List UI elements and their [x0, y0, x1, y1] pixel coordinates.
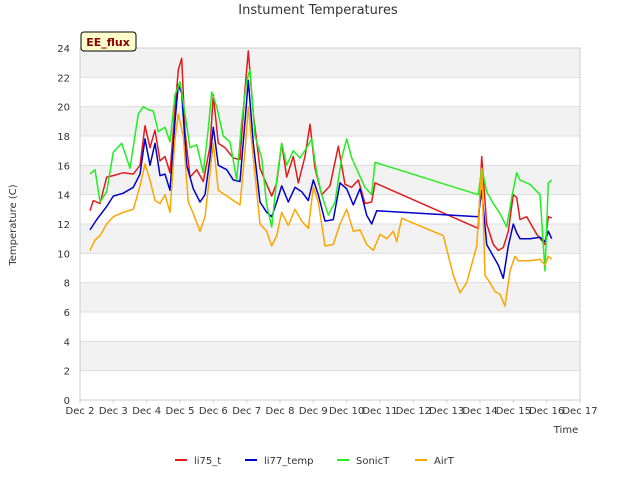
band-20-22	[80, 77, 580, 107]
legend-label-SonicT: SonicT	[356, 456, 390, 467]
x-tick-label-11: Dec 11	[362, 406, 397, 417]
y-tick-label-4: 4	[64, 337, 70, 348]
y-tick-label-22: 22	[57, 73, 70, 84]
y-axis-title: Temperature (C)	[8, 184, 19, 266]
x-tick-label-15: Dec 15	[496, 406, 531, 417]
x-tick-label-9: Dec 9	[299, 406, 328, 417]
y-tick-label-8: 8	[64, 279, 70, 290]
plot-background-bands	[80, 48, 580, 400]
band-14-16	[80, 165, 580, 195]
y-tick-label-18: 18	[57, 132, 70, 143]
series-lines	[89, 50, 553, 307]
x-tick-label-7: Dec 7	[232, 406, 261, 417]
band-4-6	[80, 312, 580, 342]
series-line-li75_t	[89, 50, 552, 252]
series-line-SonicT	[89, 69, 553, 272]
x-tick-label-14: Dec 14	[462, 406, 497, 417]
x-tick-label-2: Dec 2	[66, 406, 95, 417]
y-tick-label-10: 10	[57, 249, 70, 260]
x-tick-label-17: Dec 17	[562, 406, 597, 417]
band-10-12	[80, 224, 580, 254]
x-tick-label-6: Dec 6	[199, 406, 228, 417]
band-0-2	[80, 370, 580, 400]
ee-flux-badge: EE_flux	[80, 31, 137, 52]
x-tick-label-4: Dec 4	[132, 406, 161, 417]
plot-frame	[79, 47, 581, 401]
y-tick-label-6: 6	[64, 308, 70, 319]
x-tick-label-3: Dec 3	[99, 406, 128, 417]
badge-label: EE_flux	[86, 36, 130, 49]
band-22-24	[80, 48, 580, 78]
legend: li75_t li77_temp SonicT AirT	[175, 456, 455, 467]
x-tick-label-16: Dec 16	[529, 406, 564, 417]
x-tick-label-8: Dec 8	[266, 406, 295, 417]
series-line-AirT	[89, 105, 553, 307]
x-axis-title: Time	[553, 425, 578, 436]
x-tick-label-5: Dec 5	[166, 406, 195, 417]
x-axis-ticks: Dec 2 Dec 3 Dec 4 Dec 5 Dec 6 Dec 7 Dec 8 Dec 9…	[66, 400, 598, 417]
y-tick-label-12: 12	[57, 220, 70, 231]
band-6-8	[80, 282, 580, 312]
badge-box	[80, 31, 137, 52]
y-tick-label-2: 2	[64, 367, 70, 378]
y-tick-label-20: 20	[57, 103, 70, 114]
band-18-20	[80, 106, 580, 136]
legend-label-li75_t: li75_t	[194, 456, 221, 467]
x-tick-label-12: Dec 12	[396, 406, 431, 417]
band-16-18	[80, 136, 580, 166]
y-tick-label-0: 0	[64, 396, 70, 407]
band-8-10	[80, 253, 580, 283]
chart-title: Instument Temperatures	[238, 3, 398, 18]
x-tick-label-10: Dec 10	[329, 406, 364, 417]
y-tick-label-16: 16	[57, 161, 70, 172]
y-tick-label-24: 24	[57, 44, 70, 55]
x-tick-label-13: Dec 13	[429, 406, 464, 417]
legend-label-li77_temp: li77_temp	[264, 456, 313, 467]
band-2-4	[80, 341, 580, 371]
legend-label-AirT: AirT	[434, 456, 455, 467]
y-tick-label-14: 14	[57, 191, 70, 202]
